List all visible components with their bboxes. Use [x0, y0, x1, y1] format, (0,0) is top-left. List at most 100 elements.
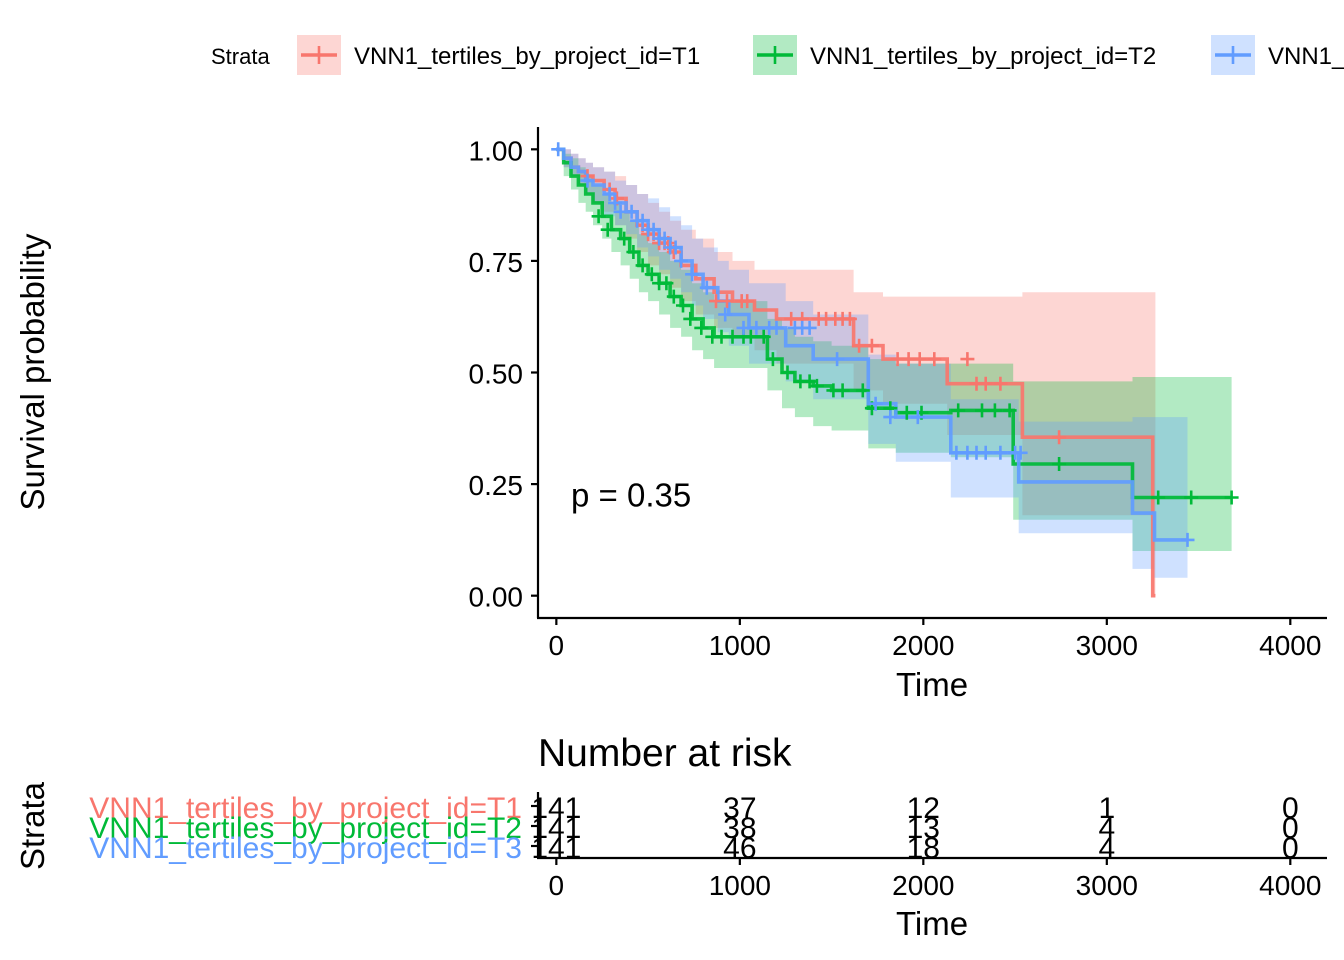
legend-label-3: VNN1_tertiles_by_project_id=T3 — [1268, 43, 1344, 70]
legend: Strata VNN1_tertiles_by_project_id=T1 VNN… — [211, 35, 1344, 75]
legend-title: Strata — [211, 44, 270, 69]
y-tick-label: 0.75 — [469, 247, 524, 278]
risk-x-tick-label: 4000 — [1259, 870, 1321, 901]
censor-mark — [646, 222, 661, 237]
risk-count: 13 — [907, 812, 940, 845]
risk-rows: VNN1_tertiles_by_project_id=T1 141 37 12 1 0 V… — [89, 792, 1298, 865]
censor-mark — [780, 365, 795, 380]
x-tick-label: 1000 — [709, 630, 771, 661]
censor-mark — [927, 352, 942, 367]
censor-mark — [883, 410, 898, 425]
y-tick-label: 0.25 — [469, 470, 524, 501]
risk-x-tick-label: 1000 — [709, 870, 771, 901]
confidence-bands — [556, 149, 1232, 596]
confidence-band-3 — [556, 149, 1188, 578]
censor-mark — [978, 376, 993, 391]
censor-mark — [975, 403, 989, 418]
censor-mark — [1151, 490, 1166, 505]
censor-mark — [617, 231, 632, 246]
legend-label-2: VNN1_tertiles_by_project_id=T2 — [810, 43, 1156, 70]
x-tick-label: 0 — [549, 630, 565, 661]
risk-count: 1 — [1098, 792, 1115, 825]
risk-y-axis-title: Strata — [14, 781, 51, 870]
censor-mark — [668, 240, 683, 255]
x-ticks: 0 1000 2000 3000 4000 — [549, 618, 1321, 661]
censor-mark — [551, 142, 566, 157]
censor-mark — [993, 376, 1008, 391]
censor-mark — [835, 383, 850, 398]
y-tick-label: 0.50 — [469, 359, 524, 390]
risk-x-ticks: 0 1000 2000 3000 4000 — [549, 858, 1321, 901]
censor-mark — [718, 307, 733, 322]
censor-mark — [657, 231, 672, 246]
risk-strata-label-3: VNN1_tertiles_by_project_id=T3 — [89, 832, 522, 865]
confidence-band-1 — [556, 149, 1156, 596]
y-tick-label: 1.00 — [469, 135, 524, 166]
censor-mark — [659, 276, 674, 291]
risk-strata-label-1: VNN1_tertiles_by_project_id=T1 — [89, 792, 522, 825]
censor-mark — [765, 352, 780, 367]
risk-strata-label-2: VNN1_tertiles_by_project_id=T2 — [89, 812, 522, 845]
censor-mark — [852, 338, 867, 353]
censor-mark — [602, 187, 617, 201]
risk-count: 0 — [1282, 812, 1299, 845]
censor-mark — [1224, 490, 1239, 505]
x-tick-label: 2000 — [892, 630, 954, 661]
censor-mark — [699, 280, 714, 295]
censor-mark — [960, 352, 975, 367]
risk-count: 0 — [1282, 832, 1299, 865]
censor-mark — [743, 329, 758, 344]
censor-mark — [855, 383, 870, 398]
censor-mark — [1052, 457, 1067, 471]
censor-marks — [551, 142, 1239, 547]
y-axis-title: Survival probability — [14, 233, 51, 510]
censor-mark — [864, 338, 879, 353]
censor-mark — [740, 294, 755, 309]
risk-table: Number at risk VNN1_tertiles_by_project_… — [14, 732, 1327, 942]
censor-mark — [626, 245, 641, 259]
risk-table-title: Number at risk — [538, 732, 792, 775]
x-axis-title: Time — [896, 666, 968, 703]
censor-mark — [830, 352, 845, 367]
survival-plot: 0.00 0.25 0.50 0.75 1.00 0 1000 2000 3000 4000 p… — [14, 127, 1327, 703]
risk-count: 4 — [1098, 832, 1115, 865]
censor-mark — [591, 209, 606, 224]
censor-mark — [635, 213, 650, 228]
censor-mark — [736, 320, 751, 335]
risk-x-axis-title: Time — [896, 905, 968, 942]
censor-mark — [802, 374, 817, 389]
censor-mark — [676, 298, 690, 313]
legend-label-1: VNN1_tertiles_by_project_id=T1 — [354, 43, 700, 70]
y-ticks: 0.00 0.25 0.50 0.75 1.00 — [469, 135, 538, 613]
risk-count: 37 — [723, 792, 756, 825]
censor-mark — [580, 173, 595, 188]
censor-mark — [635, 258, 650, 273]
risk-count: 12 — [907, 792, 940, 825]
censor-mark — [842, 311, 857, 326]
censor-mark — [624, 204, 639, 219]
censor-mark — [809, 378, 824, 393]
risk-x-tick-label: 3000 — [1076, 870, 1138, 901]
censor-mark — [993, 445, 1008, 460]
censor-mark — [674, 253, 689, 268]
censor-mark — [1180, 532, 1195, 547]
censor-mark — [951, 403, 966, 418]
censor-mark — [1052, 430, 1067, 445]
censor-mark — [720, 294, 734, 309]
risk-count: 0 — [1282, 792, 1299, 825]
censor-mark — [666, 289, 681, 304]
x-tick-label: 3000 — [1076, 630, 1138, 661]
y-tick-label: 0.00 — [469, 582, 524, 613]
risk-count: 141 — [531, 792, 581, 825]
censor-mark — [910, 410, 925, 425]
censor-mark — [600, 222, 615, 237]
censor-mark — [802, 320, 817, 335]
risk-x-tick-label: 2000 — [892, 870, 954, 901]
censor-mark — [608, 195, 623, 210]
censor-mark — [978, 445, 993, 460]
risk-x-tick-label: 0 — [549, 870, 565, 901]
censor-mark — [749, 320, 764, 335]
censor-mark — [756, 329, 771, 344]
censor-mark — [1184, 490, 1199, 505]
